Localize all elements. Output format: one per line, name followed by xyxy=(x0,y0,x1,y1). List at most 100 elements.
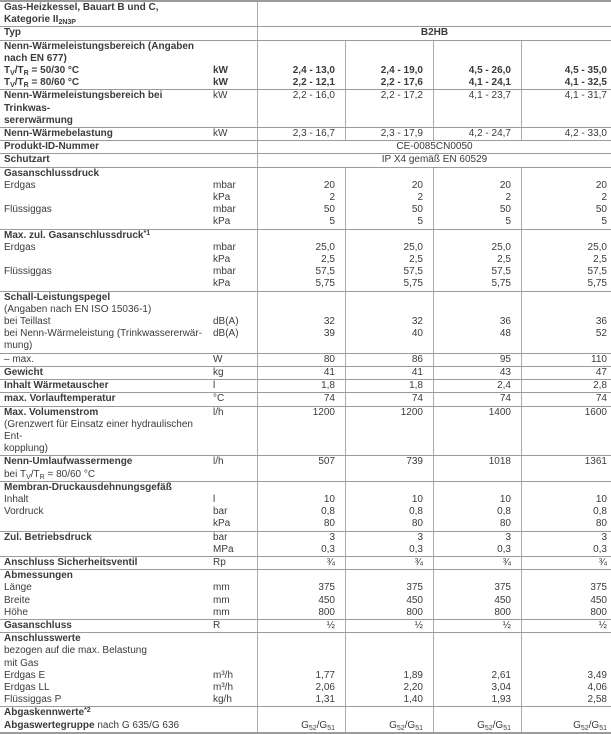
row-value xyxy=(345,633,433,670)
row-label: Nenn-Umlaufwassermenge bei TV/TR = 80/60 … xyxy=(0,456,212,480)
row-unit: m³/h xyxy=(213,669,233,681)
row-label xyxy=(0,544,212,556)
row-label: Abgaskennwerte*2 xyxy=(0,707,212,719)
row-value: 4,2 - 24,7 xyxy=(433,128,521,141)
row-label-line: Max. Volumenstrom xyxy=(4,406,99,418)
row-value: 5,75 xyxy=(521,278,611,291)
row-label-line: Gasanschlussdruck xyxy=(4,167,100,179)
row-unit xyxy=(212,292,257,316)
row-unit: kW xyxy=(213,65,228,77)
table-row: Inhalt Wärmetauscher l 1,8 1,8 2,4 2,8 xyxy=(0,379,611,393)
row-value: 2 xyxy=(257,192,345,205)
table-row: TV/TR = 80/60 °C kW 2,2 - 12,1 2,2 - 17,6 4,… xyxy=(0,77,611,90)
row-value: 32 xyxy=(345,316,433,329)
table-row: Abgaswertegruppe nach G 635/G 636 G52/G51… xyxy=(0,719,611,732)
row-unit xyxy=(212,570,257,582)
row-value: 74 xyxy=(521,393,611,406)
row-value: 450 xyxy=(345,594,433,607)
row-unit: mbar xyxy=(213,204,236,216)
row-label: Produkt-ID-Nummer xyxy=(0,141,212,153)
row-value: 74 xyxy=(257,393,345,406)
row-label: Inhalt Wärmetauscher xyxy=(0,380,212,392)
row-value: 3 xyxy=(257,531,345,544)
row-value: 41 xyxy=(257,366,345,380)
row-unit xyxy=(212,230,257,242)
row-value: 1361 xyxy=(521,456,611,481)
row-unit: dB(A) xyxy=(213,328,239,340)
row-label-line: Flüssiggas xyxy=(4,266,52,278)
row-value: 2,5 xyxy=(433,254,521,267)
row-label-line: Länge xyxy=(4,582,32,594)
row-value: ½ xyxy=(345,619,433,633)
row-value: G52/G51 xyxy=(433,719,521,732)
row-label: Gas-Heizkessel, Bauart B und C, Kategorie… xyxy=(0,2,212,26)
table-row: Inhalt l 10 10 10 10 xyxy=(0,493,611,507)
table-row: kPa 5,75 5,75 5,75 5,75 xyxy=(0,278,611,291)
row-unit: l/h xyxy=(213,456,224,468)
row-label-line: (Grenzwert für Einsatz einer hydraulisch… xyxy=(4,418,193,442)
row-value xyxy=(433,167,521,180)
row-unit: R xyxy=(213,619,221,631)
row-label-line: Gasanschluss xyxy=(4,619,72,631)
row-unit: °C xyxy=(213,393,225,405)
row-value xyxy=(433,633,521,670)
row-label: Nenn-Wärmebelastung xyxy=(0,128,212,140)
row-label: Typ xyxy=(0,27,212,39)
row-label-line: mit Gas xyxy=(4,657,39,669)
row-value: 4,5 - 26,0 xyxy=(433,65,521,78)
row-label-line: Zul. Betriebsdruck xyxy=(4,531,92,543)
table-row: Erdgas E m³/h 1,77 1,89 2,61 3,49 xyxy=(0,669,611,682)
row-value: 43 xyxy=(433,366,521,380)
row-value: 1400 xyxy=(433,406,521,456)
row-value xyxy=(433,481,521,494)
row-value: 0,8 xyxy=(433,506,521,519)
row-value: 2,4 - 19,0 xyxy=(345,65,433,78)
row-value: 3,49 xyxy=(521,669,611,682)
row-value: 1,8 xyxy=(345,380,433,393)
row-value xyxy=(257,570,345,583)
row-unit: kPa xyxy=(213,254,231,266)
row-value: 2 xyxy=(433,192,521,205)
table-row: Produkt-ID-Nummer CE-0085CN0050 xyxy=(0,140,611,154)
row-value: 375 xyxy=(521,582,611,595)
row-label-line: Erdgas E xyxy=(4,669,46,681)
row-value: 2,58 xyxy=(521,694,611,707)
row-value xyxy=(433,229,521,242)
row-value xyxy=(433,707,521,720)
row-label: Zul. Betriebsdruck xyxy=(0,532,212,544)
table-row: kPa 5 5 5 5 xyxy=(0,216,611,229)
row-value: 25,0 xyxy=(433,241,521,255)
row-value: 375 xyxy=(257,582,345,595)
row-value: 0,3 xyxy=(433,543,521,556)
row-value: 1,93 xyxy=(433,694,521,707)
row-value: 80 xyxy=(433,518,521,531)
row-value: 80 xyxy=(521,518,611,531)
table-row: Flüssiggas P kg/h 1,31 1,40 1,93 2,58 xyxy=(0,694,611,707)
row-label: – max. xyxy=(0,354,212,366)
row-unit: l xyxy=(213,493,216,505)
row-value xyxy=(345,291,433,317)
row-value: ¾ xyxy=(521,556,611,570)
row-value: 95 xyxy=(433,353,521,366)
row-value: 57,5 xyxy=(257,266,345,279)
row-label: Anschlusswerte bezogen auf die max. Belas… xyxy=(0,633,212,670)
row-label: Anschluss Sicherheitsventil xyxy=(0,557,212,569)
row-label-line: Gas-Heizkessel, Bauart B und C, xyxy=(4,2,159,13)
row-label-line: Schall-Leistungspegel xyxy=(4,291,111,303)
table-row: max. Vorlauftemperatur °C 74 74 74 74 xyxy=(0,392,611,406)
row-value: 450 xyxy=(257,594,345,607)
row-value: 0,3 xyxy=(257,543,345,556)
table-row: Höhe mm 800 800 800 800 xyxy=(0,606,611,619)
row-value: 800 xyxy=(257,606,345,619)
row-label: Höhe xyxy=(0,607,212,619)
row-value: ¾ xyxy=(433,556,521,570)
row-label-line: Max. zul. Gasanschlussdruck*1 xyxy=(4,229,151,241)
row-label-line: Nenn-Wärmeleistungsbereich bei Trinkwas- xyxy=(4,90,163,114)
row-value: ½ xyxy=(257,619,345,633)
row-unit: mm xyxy=(213,582,230,594)
row-label-line: Kategorie II2N3P xyxy=(4,14,76,27)
row-value: 2,4 xyxy=(433,380,521,393)
row-value: 4,2 - 33,0 xyxy=(521,128,611,141)
row-value: 800 xyxy=(521,606,611,619)
